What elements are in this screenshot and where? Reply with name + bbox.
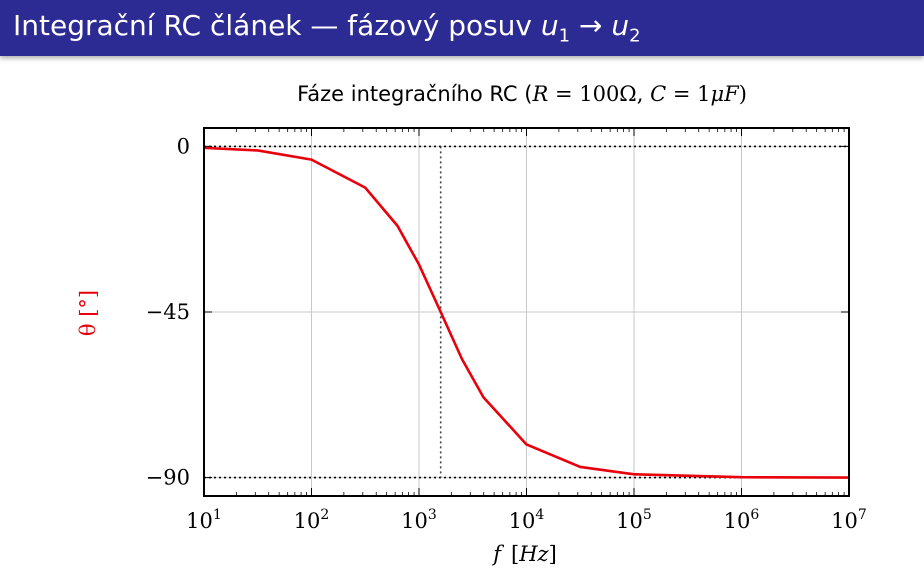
slide-title-var-u1: u: [540, 9, 559, 42]
slide-header: Integrační RC článek — fázový posuv u1 →…: [0, 0, 924, 56]
slide-title: Integrační RC článek — fázový posuv u1 →…: [13, 9, 641, 47]
x-tick-label: 104: [509, 507, 545, 533]
chart-title: Fáze integračního RC (R = 100Ω, C = 1μF): [297, 82, 747, 106]
series-layer: [203, 146, 850, 479]
plot-frame: [203, 127, 850, 497]
slide-title-arrow: →: [570, 9, 612, 42]
y-tick-label: 0: [177, 134, 190, 158]
x-tick-label: 101: [186, 507, 222, 533]
slide-title-sub-1: 1: [558, 25, 571, 47]
y-axis-label: θ [°]: [76, 290, 100, 336]
y-tick-labels: 0 −45 −90: [146, 134, 190, 489]
y-tick-label: −45: [146, 300, 190, 324]
slide-title-var-u2: u: [611, 9, 630, 42]
slide-title-text: Integrační RC článek — fázový posuv: [13, 9, 541, 42]
phase-curve: [203, 146, 850, 479]
x-tick-label: 106: [724, 507, 760, 533]
x-tick-labels: 101 102 103 104 105 106 107: [186, 507, 867, 533]
grid: [204, 128, 849, 496]
x-tick-label: 102: [294, 507, 330, 533]
x-tick-label: 103: [401, 507, 437, 533]
x-tick-label: 107: [831, 507, 867, 533]
x-axis-label: f [Hz]: [491, 542, 557, 566]
slide-title-sub-2: 2: [629, 25, 641, 47]
x-tick-label: 105: [616, 507, 652, 533]
y-tick-label: −90: [146, 466, 190, 490]
